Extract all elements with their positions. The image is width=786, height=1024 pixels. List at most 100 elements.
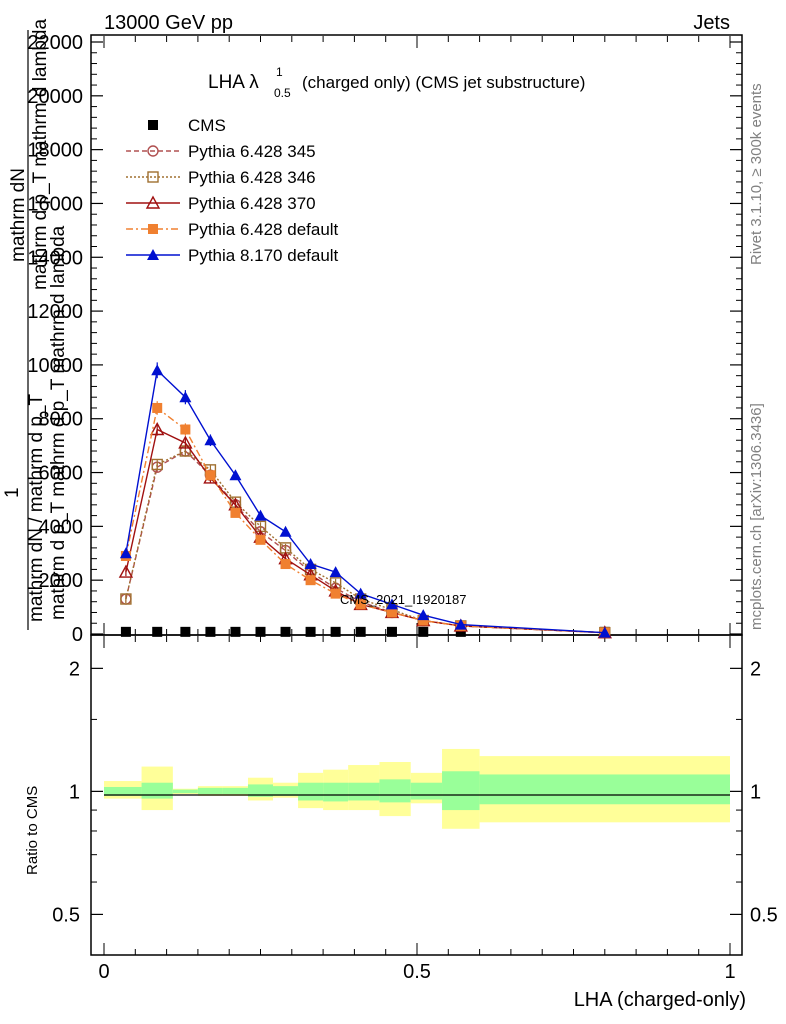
ylabel-numerator2: mathrm d p_T mathrm d lambda — [30, 19, 51, 290]
data-point — [152, 626, 163, 637]
header-right: Jets — [693, 12, 730, 34]
data-point — [280, 626, 291, 637]
data-point — [386, 626, 397, 637]
main-y-tick-label: 6000 — [39, 463, 84, 485]
title-main: LHA λ — [208, 72, 259, 93]
legend-entry: CMS — [148, 116, 226, 135]
data-point — [386, 607, 397, 618]
data-point — [204, 434, 217, 446]
data-point — [330, 626, 341, 637]
x-tick-label: 0.5 — [403, 961, 431, 983]
main-y-tick-label: 12000 — [27, 301, 83, 323]
ratio-stat-band — [348, 782, 380, 801]
data-point — [329, 566, 342, 578]
legend-marker — [145, 195, 161, 209]
ratio-y-ticks: 0.5 0.5 1 1 2 2 — [52, 658, 778, 926]
ratio-y-tick-label-right: 1 — [750, 781, 761, 803]
legend-label: Pythia 6.428 346 — [188, 168, 316, 187]
header-left: 13000 GeV pp — [104, 12, 233, 34]
side-label-bottom: mcplots.cern.ch [arXiv:1306.3436] — [748, 403, 765, 630]
title-rest: (charged only) (CMS jet substructure) — [302, 73, 585, 92]
data-point — [598, 626, 611, 638]
ratio-stat-band — [323, 782, 349, 802]
legend-entry: Pythia 6.428 345 — [126, 142, 316, 161]
data-point — [385, 598, 398, 610]
ylabel-denominator: mathrm dN / mathrm d p_T — [26, 394, 47, 622]
legend-marker — [147, 249, 159, 260]
ratio-stat-band — [222, 787, 248, 795]
legend-marker — [147, 171, 159, 183]
ratio-stat-band — [197, 787, 223, 795]
main-y-tick-label: 0 — [72, 624, 83, 646]
data-point — [230, 507, 241, 518]
main-y-tick-label: 8000 — [39, 409, 84, 431]
series-5 — [119, 362, 611, 638]
legend-entry: Pythia 6.428 default — [126, 220, 339, 239]
ratio-y-label: Ratio to CMS — [24, 786, 41, 875]
main-y-label: mathrm dN mathrm d p_T mathrm d lambda 1… — [2, 19, 69, 630]
series-group — [118, 362, 612, 639]
legend-label: Pythia 6.428 370 — [188, 194, 316, 213]
main-y-tick-label: 2000 — [39, 570, 84, 592]
data-point — [418, 626, 429, 637]
data-point — [304, 558, 317, 570]
data-point — [255, 534, 266, 545]
data-point — [179, 391, 192, 403]
ratio-stat-band — [172, 789, 198, 794]
data-point — [178, 435, 193, 449]
ratio-stat-band — [442, 771, 480, 811]
data-point — [205, 626, 216, 637]
data-point — [229, 469, 242, 481]
legend-marker — [148, 224, 158, 234]
plot-title: LHA λ 1 0.5 (charged only) (CMS jet subs… — [208, 65, 585, 100]
data-point — [180, 424, 191, 435]
ratio-stat-band — [104, 786, 142, 796]
data-point — [151, 458, 163, 471]
legend-marker — [147, 145, 159, 157]
legend-label: CMS — [188, 116, 226, 135]
x-axis-label: LHA (charged-only) — [574, 989, 746, 1011]
legend-label: Pythia 8.170 default — [188, 246, 339, 265]
data-point — [455, 626, 466, 637]
title-sub: 0.5 — [274, 86, 291, 100]
data-point — [180, 626, 191, 637]
x-tick-label: 0 — [98, 961, 109, 983]
ylabel-denominator2: mathrm d p_T mathrm d p_T mathrm d lambd… — [48, 225, 69, 620]
series-line — [125, 368, 605, 634]
legend-entry: Pythia 6.428 346 — [126, 168, 316, 187]
data-point — [152, 402, 163, 413]
legend-entry: Pythia 6.428 370 — [126, 194, 316, 213]
ratio-y-tick-label-left: 2 — [69, 658, 80, 680]
data-point — [120, 626, 131, 637]
main-y-tick-label: 14000 — [27, 247, 83, 269]
data-point — [120, 593, 132, 605]
data-point — [355, 599, 366, 610]
ylabel-one: 1 — [2, 487, 23, 498]
data-point — [118, 564, 134, 578]
data-point — [417, 609, 430, 621]
ratio-stat-band — [141, 782, 173, 799]
legend-label: Pythia 6.428 default — [188, 220, 339, 239]
ratio-stat-band — [298, 782, 324, 801]
data-point — [454, 618, 467, 630]
data-point — [280, 559, 291, 570]
ratio-stat-band — [410, 782, 443, 800]
ratio-stat-band — [379, 779, 411, 803]
ratio-y-tick-label-left: 0.5 — [52, 904, 80, 926]
legend-entry: Pythia 8.170 default — [126, 246, 339, 265]
main-y-tick-label: 4000 — [39, 516, 84, 538]
data-point — [279, 525, 292, 537]
title-sup: 1 — [276, 65, 283, 79]
main-y-tick-label: 22000 — [27, 32, 83, 54]
data-point — [254, 509, 267, 521]
data-point — [330, 588, 341, 599]
data-point — [119, 547, 132, 559]
ratio-y-tick-label-left: 1 — [69, 781, 80, 803]
ratio-y-tick-label-right: 0.5 — [750, 904, 778, 926]
data-point — [354, 587, 367, 599]
ratio-stat-band — [247, 784, 274, 797]
data-point — [305, 626, 316, 637]
ratio-stat-band — [479, 774, 730, 805]
data-point — [151, 364, 164, 376]
